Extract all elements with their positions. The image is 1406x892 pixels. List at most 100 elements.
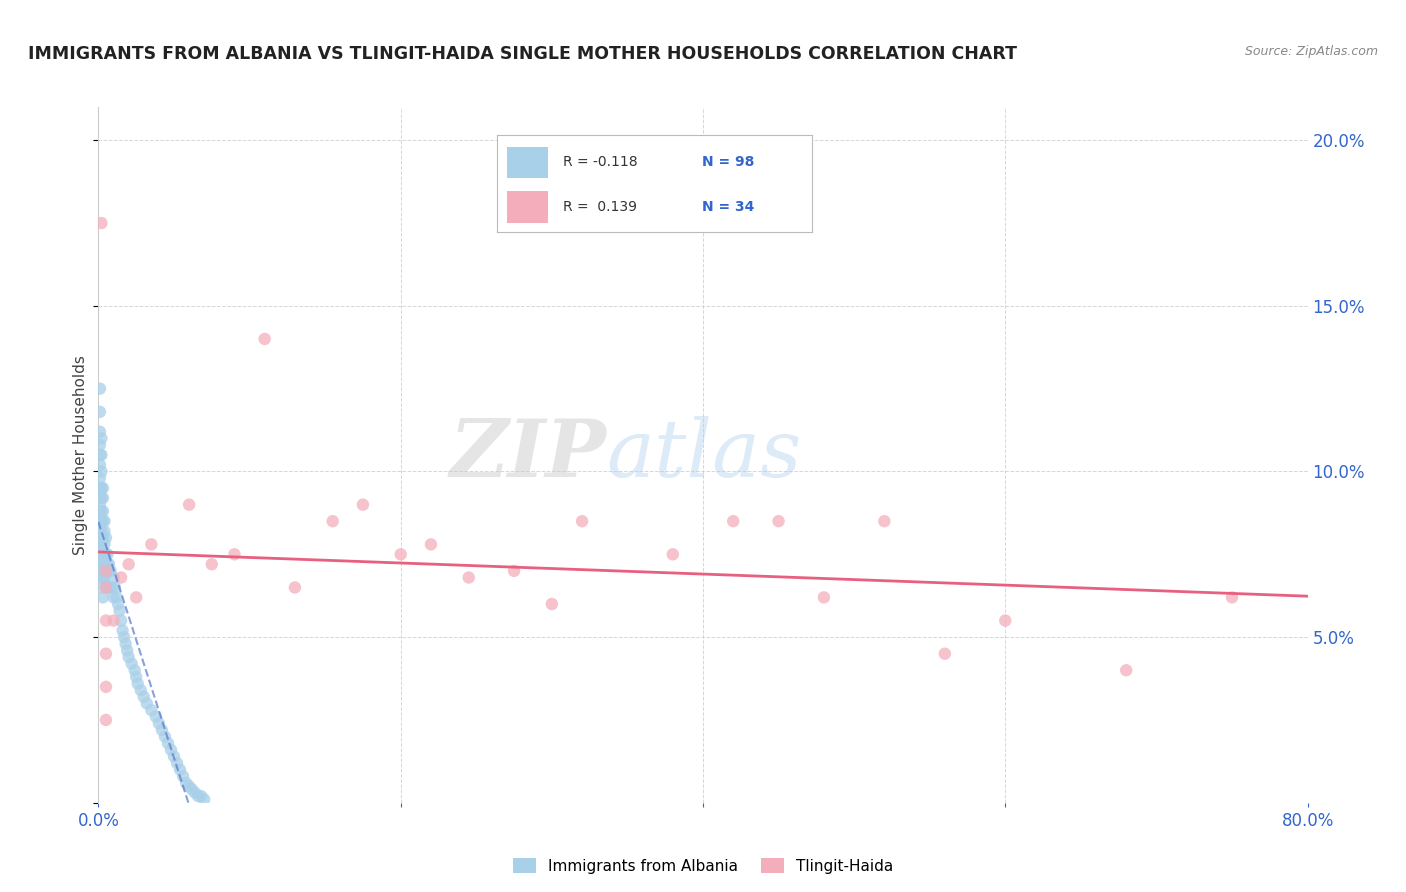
Point	[98, 558, 121, 572]
Point	[90, 558, 112, 572]
Point	[89, 438, 111, 452]
Point	[91, 514, 114, 528]
Text: IMMIGRANTS FROM ALBANIA VS TLINGIT-HAIDA SINGLE MOTHER HOUSEHOLDS CORRELATION CH: IMMIGRANTS FROM ALBANIA VS TLINGIT-HAIDA…	[28, 45, 1017, 62]
Point	[90, 547, 112, 561]
Point	[89, 405, 111, 419]
Point	[90, 491, 112, 505]
Point	[89, 481, 111, 495]
Point	[94, 564, 117, 578]
Point	[98, 564, 121, 578]
Point	[90, 570, 112, 584]
Point	[94, 680, 117, 694]
Text: atlas: atlas	[606, 417, 801, 493]
Point	[91, 491, 114, 505]
Point	[107, 597, 129, 611]
Point	[90, 504, 112, 518]
Point	[94, 614, 117, 628]
Point	[129, 683, 152, 698]
Point	[98, 581, 121, 595]
Point	[873, 514, 896, 528]
Point	[184, 786, 207, 800]
Point	[156, 736, 179, 750]
Point	[89, 471, 111, 485]
Point	[253, 332, 276, 346]
Point	[125, 591, 148, 605]
Text: ZIP: ZIP	[450, 417, 606, 493]
Point	[90, 537, 112, 551]
Point	[96, 558, 118, 572]
Point	[193, 792, 215, 806]
Point	[127, 676, 149, 690]
Point	[389, 547, 412, 561]
Point	[118, 558, 141, 572]
Point	[90, 465, 112, 479]
Point	[540, 597, 562, 611]
Point	[103, 614, 125, 628]
Point	[91, 591, 114, 605]
Point	[89, 537, 111, 551]
Point	[91, 531, 114, 545]
Point	[150, 723, 173, 737]
Legend: Immigrants from Albania, Tlingit-Haida: Immigrants from Albania, Tlingit-Haida	[506, 852, 900, 880]
Point	[91, 547, 114, 561]
Point	[114, 637, 136, 651]
Point	[118, 650, 141, 665]
Point	[145, 709, 167, 723]
Point	[503, 564, 526, 578]
Point	[89, 531, 111, 545]
Point	[187, 789, 209, 804]
Point	[179, 779, 201, 793]
Point	[125, 670, 148, 684]
Point	[174, 776, 197, 790]
Point	[103, 570, 125, 584]
Point	[93, 564, 115, 578]
Point	[90, 524, 112, 538]
Point	[101, 581, 124, 595]
Point	[172, 769, 194, 783]
Point	[571, 514, 593, 528]
Point	[181, 782, 204, 797]
Point	[93, 514, 115, 528]
Point	[284, 581, 307, 595]
Point	[89, 491, 111, 505]
Point	[90, 448, 112, 462]
Point	[89, 498, 111, 512]
Point	[90, 216, 112, 230]
Point	[90, 431, 112, 445]
Point	[322, 514, 344, 528]
Point	[723, 514, 745, 528]
Point	[103, 591, 125, 605]
Point	[93, 570, 115, 584]
Point	[1115, 663, 1137, 677]
Point	[121, 657, 143, 671]
Point	[115, 643, 138, 657]
Point	[89, 425, 111, 439]
Point	[91, 564, 114, 578]
Point	[96, 581, 118, 595]
Point	[89, 504, 111, 518]
Point	[110, 614, 132, 628]
Point	[994, 614, 1017, 628]
Point	[108, 604, 131, 618]
Point	[457, 570, 479, 584]
Point	[163, 749, 186, 764]
Point	[90, 481, 112, 495]
Point	[100, 581, 122, 595]
Point	[89, 514, 111, 528]
Point	[91, 504, 114, 518]
Point	[89, 382, 111, 396]
Point	[100, 564, 122, 578]
Point	[768, 514, 790, 528]
Point	[93, 524, 115, 538]
Point	[179, 498, 201, 512]
Point	[91, 570, 114, 584]
Point	[89, 448, 111, 462]
Y-axis label: Single Mother Households: Single Mother Households	[73, 355, 87, 555]
Point	[94, 558, 117, 572]
Point	[105, 591, 128, 605]
Point	[110, 570, 132, 584]
Point	[94, 647, 117, 661]
Point	[91, 558, 114, 572]
Point	[661, 547, 683, 561]
Point	[112, 630, 135, 644]
